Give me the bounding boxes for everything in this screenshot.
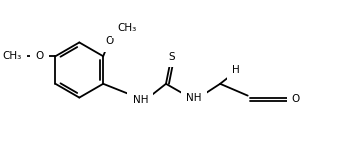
Text: CH₃: CH₃ [3,51,22,61]
Text: S: S [169,52,175,62]
Text: O: O [35,51,44,61]
Text: CH₃: CH₃ [117,23,136,33]
Text: NH: NH [132,95,148,105]
Text: H: H [232,65,240,75]
Text: O: O [292,94,300,104]
Text: O: O [105,36,113,46]
Text: NH: NH [186,93,201,103]
